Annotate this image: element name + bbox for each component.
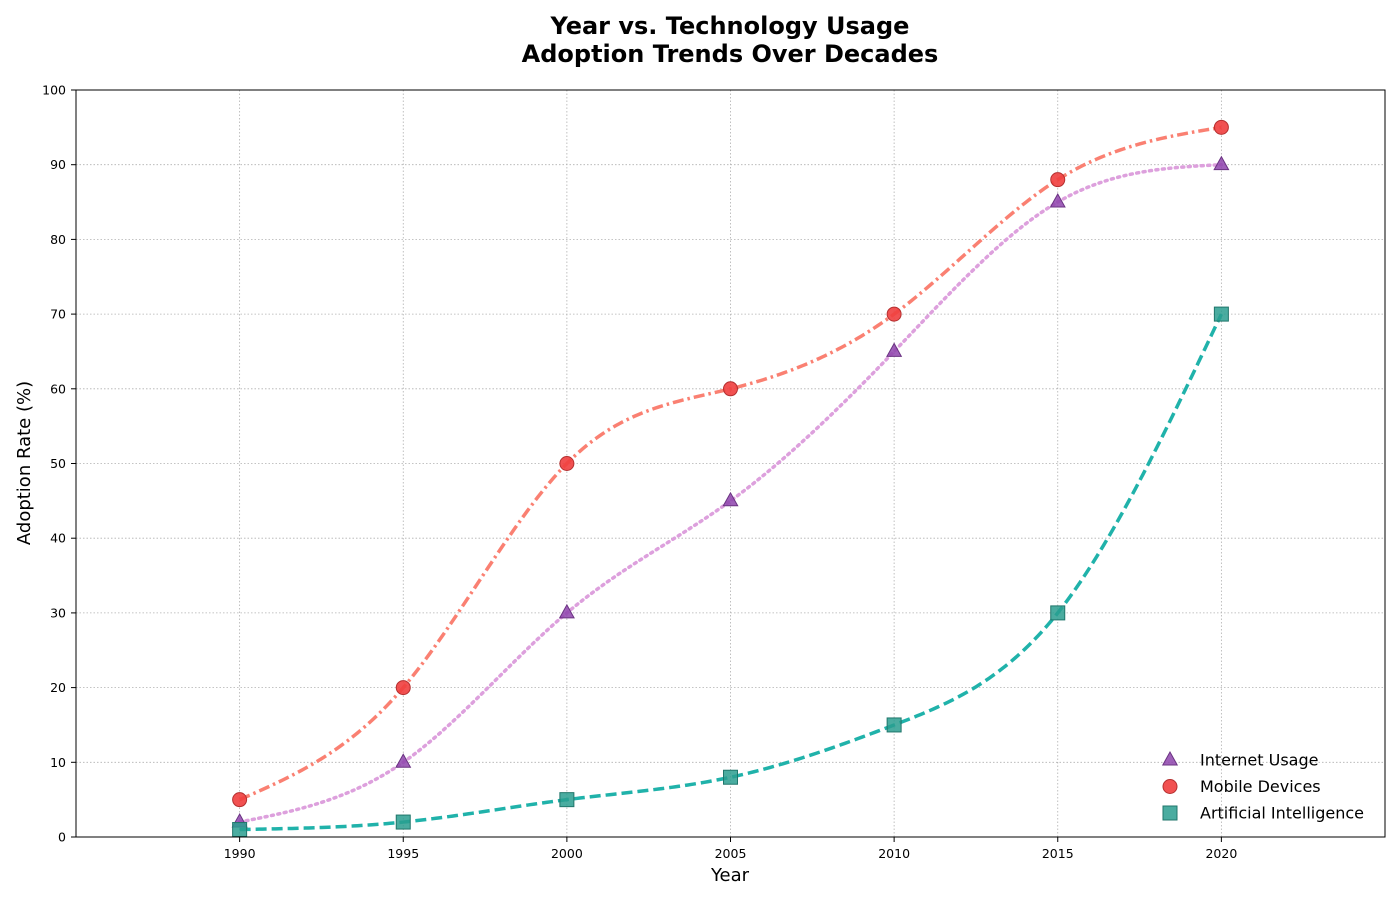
y-tick-label: 40 [50, 531, 66, 546]
legend-marker-0 [1161, 750, 1179, 766]
series-2-point [886, 717, 902, 733]
series-2-point [1050, 605, 1066, 621]
x-axis-ticks: 1990 1995 2000 2005 2010 2015 2020 [224, 837, 1237, 861]
series-0-point [886, 342, 903, 357]
series-0-point [722, 491, 739, 507]
series-2-point [395, 814, 411, 830]
x-tick-label: 1990 [224, 846, 256, 861]
series-1-point [395, 680, 411, 696]
y-axis-label: Adoption Rate (%) [14, 381, 35, 545]
legend: Internet Usage Mobile Devices Artificial I… [1161, 750, 1364, 823]
x-tick-label: 2005 [715, 846, 747, 861]
series-2-point [232, 822, 248, 838]
y-tick-label: 10 [50, 755, 66, 770]
grid [76, 89, 1385, 838]
y-tick-label: 80 [50, 232, 66, 247]
y-axis-ticks: 0 10 20 30 40 50 60 70 80 90 100 [42, 83, 76, 845]
y-tick-label: 30 [50, 605, 66, 620]
y-tick-label: 70 [50, 307, 66, 322]
series-1-point [1050, 172, 1066, 188]
y-tick-label: 100 [42, 83, 66, 98]
series-0-point [558, 603, 575, 619]
legend-label-0: Internet Usage [1200, 751, 1318, 770]
series-2-point [723, 769, 738, 785]
series-2-point [1213, 306, 1229, 322]
series-1-point [723, 381, 738, 397]
series-2-point [559, 792, 575, 808]
y-tick-label: 20 [50, 680, 66, 695]
series-1-point [232, 792, 248, 808]
chart-title: Year vs. Technology Usage [550, 12, 910, 40]
legend-marker-1 [1162, 779, 1178, 794]
y-tick-label: 90 [50, 157, 66, 172]
series-0-point [395, 753, 412, 768]
series-0-point [1049, 193, 1066, 208]
x-tick-label: 2020 [1205, 846, 1237, 861]
series-1-point [1213, 119, 1229, 135]
x-tick-label: 2015 [1042, 846, 1074, 861]
y-tick-label: 50 [50, 456, 66, 471]
chart-subtitle: Adoption Trends Over Decades [522, 40, 939, 68]
series-0-point [1213, 155, 1230, 171]
x-axis-label: Year [710, 865, 750, 886]
y-tick-label: 0 [58, 830, 66, 845]
x-tick-label: 1995 [387, 846, 419, 861]
legend-marker-2 [1162, 805, 1178, 821]
series-markers [231, 119, 1230, 838]
series-1-point [886, 306, 902, 322]
x-tick-label: 2000 [551, 846, 583, 861]
legend-label-1: Mobile Devices [1200, 777, 1321, 796]
y-tick-label: 60 [50, 381, 66, 396]
x-tick-label: 2010 [878, 846, 910, 861]
legend-label-2: Artificial Intelligence [1200, 804, 1364, 823]
series-1-point [559, 456, 575, 471]
